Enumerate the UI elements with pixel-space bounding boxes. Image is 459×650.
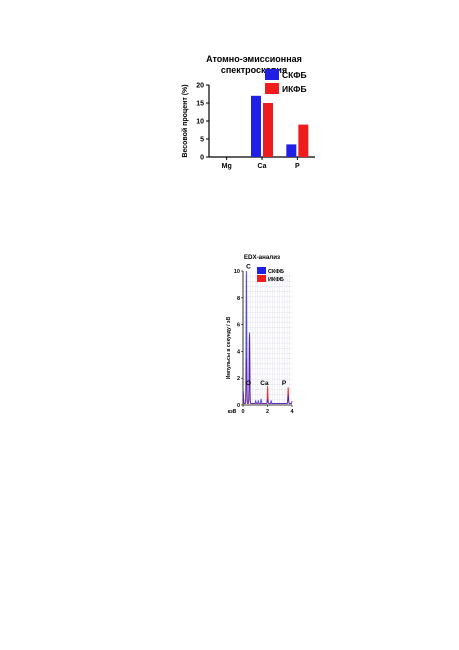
bar-ИКФБ-P [298,124,309,157]
aes-bar-chart: Атомно-эмиссионная спектроскопия Весовой п… [170,50,320,172]
legend-swatch [257,267,266,274]
x-tick-label: Mg [222,163,232,170]
legend-label: СКФБ [268,269,284,275]
legend-label: ИКФБ [282,84,307,94]
y-tick-label: 5 [200,137,204,144]
peak-label: O [246,380,251,387]
x-tick-label: 0 [241,409,244,415]
y-tick-label: 10 [234,269,240,275]
peak-label: C [246,263,251,270]
x-tick-label: Ca [258,163,267,170]
x-tick-label: 2 [266,409,269,415]
legend-swatch [257,275,266,282]
x-tick-label: 4 [290,409,294,415]
chart-title-line: Атомно-эмиссионная [206,54,302,64]
bar-СКФБ-Ca [251,95,261,157]
y-axis-label: Импульсы в секунду / эВ [226,316,232,379]
y-tick-label: 2 [237,376,240,382]
chart-title: EDX-анализ [244,254,280,261]
legend-label: ИКФБ [268,277,284,283]
y-tick-label: 6 [237,323,240,329]
y-tick-label: 10 [196,119,204,126]
y-tick-label: 15 [196,101,204,108]
y-tick-label: 0 [200,155,204,162]
y-tick-label: 8 [237,296,240,302]
legend-label: СКФБ [282,70,307,80]
legend-swatch [265,69,279,80]
peak-label: P [282,380,287,387]
chart-title-line: спектроскопия [221,65,287,75]
edx-spectrum-chart: EDX-анализ Импульсы в секунду / эВ 0 2 4 6 8 10… [222,249,300,421]
y-axis-label: Весовой процент (%) [181,84,189,157]
x-axis-label: кэВ [228,409,237,415]
bar-ИКФБ-Ca [263,103,273,157]
x-tick-label: P [295,163,300,170]
y-tick-label: 0 [237,403,240,409]
legend-swatch [265,83,279,94]
bar-СКФБ-P [286,144,297,157]
y-tick-label: 20 [196,83,204,90]
spectrum-line-СКФБ [242,270,293,404]
peak-label: Ca [260,380,269,387]
edx-spectrum-svg: EDX-анализ Импульсы в секунду / эВ 0 2 4 6 8 10… [226,254,294,415]
y-tick-label: 4 [237,349,241,355]
